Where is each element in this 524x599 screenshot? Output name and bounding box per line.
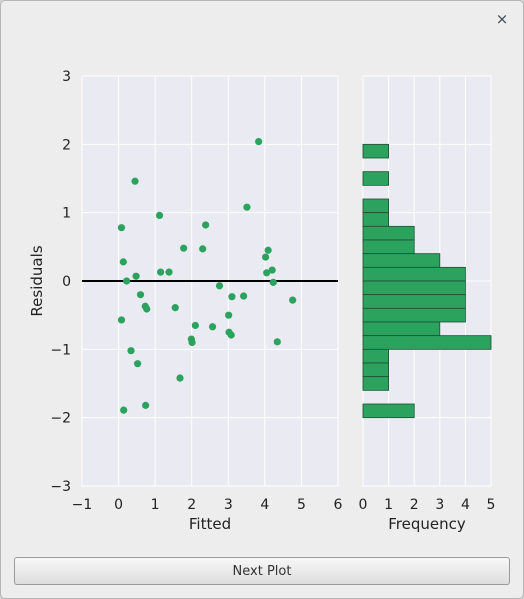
hist-x-tick-label: 1 (384, 497, 393, 513)
scatter-point (127, 347, 135, 355)
scatter-point (132, 272, 140, 280)
histogram-bar (362, 266, 466, 282)
scatter-point (263, 269, 271, 277)
histogram-bar (362, 403, 415, 419)
scatter-point (225, 311, 233, 319)
histogram-bar (362, 280, 466, 296)
histogram-bar (362, 348, 390, 364)
scatter-point (143, 305, 151, 313)
scatter-point (228, 293, 236, 301)
histogram-bar (362, 376, 390, 391)
histogram-bar (362, 335, 492, 350)
scatter-x-tick-label: 2 (187, 497, 196, 513)
scatter-point (202, 221, 210, 229)
histogram-bar (362, 171, 390, 186)
scatter-point (255, 138, 263, 146)
next-plot-button[interactable]: Next Plot (14, 557, 510, 585)
scatter-x-tick-label: 3 (224, 497, 233, 513)
scatter-point (227, 331, 235, 339)
hist-x-tick-label: 3 (435, 497, 444, 513)
scatter-x-tick-label: 6 (334, 497, 343, 513)
scatter-point (240, 292, 248, 300)
scatter-point (208, 323, 217, 331)
y-axis-label-residuals: Residuals (28, 245, 46, 316)
scatter-point (268, 266, 276, 274)
scatter-point (261, 253, 270, 261)
scatter-y-tick-label: −3 (50, 479, 71, 495)
histogram-bar (362, 294, 466, 309)
scatter-point (289, 296, 297, 304)
scatter-y-tick-label: 2 (62, 137, 71, 153)
histogram-bar (362, 239, 415, 255)
scatter-y-tick-label: −2 (50, 411, 71, 427)
scatter-point (215, 282, 224, 290)
scatter-point (165, 268, 173, 276)
scatter-point (131, 177, 139, 185)
scatter-y-tick-label: 0 (62, 274, 71, 290)
scatter-point (142, 401, 150, 409)
histogram-bar (362, 307, 466, 323)
scatter-x-tick-label: −1 (72, 497, 93, 513)
scatter-point (119, 258, 127, 266)
hist-x-tick-label: 2 (410, 497, 419, 513)
scatter-point (199, 245, 207, 253)
scatter-point (176, 374, 184, 382)
hist-x-tick-label: 4 (461, 497, 470, 513)
scatter-y-tick-label: 1 (62, 206, 71, 222)
close-icon[interactable]: × (495, 10, 509, 28)
scatter-point (136, 291, 145, 299)
histogram-bar (362, 212, 390, 227)
scatter-point (157, 268, 165, 276)
scatter-point (123, 277, 131, 285)
scatter-point (191, 321, 199, 330)
histogram-bar (362, 198, 390, 214)
scatter-point (117, 316, 126, 324)
scatter-y-tick-label: 3 (62, 69, 71, 85)
scatter-point (133, 360, 142, 368)
scatter-point (155, 211, 164, 219)
scatter-point (171, 304, 179, 312)
histogram-bar (362, 362, 390, 378)
histogram-bar (362, 225, 415, 241)
x-axis-label-frequency: Frequency (388, 515, 466, 533)
hist-x-tick-label: 0 (359, 497, 368, 513)
histogram-bar (362, 321, 441, 337)
scatter-point (273, 338, 281, 346)
scatter-point (120, 406, 128, 414)
histogram-bar (362, 253, 441, 268)
hist-x-tick-label: 5 (487, 497, 496, 513)
scatter-point (269, 278, 277, 286)
scatter-point (180, 244, 188, 252)
scatter-point (264, 246, 272, 254)
scatter-x-tick-label: 5 (297, 497, 306, 513)
histogram-bar (362, 143, 390, 159)
scatter-x-tick-label: 4 (260, 497, 269, 513)
scatter-x-tick-label: 0 (114, 497, 123, 513)
scatter-y-tick-label: −1 (50, 342, 71, 358)
scatter-x-tick-label: 1 (151, 497, 160, 513)
scatter-point (243, 203, 251, 211)
scatter-point (188, 338, 196, 347)
scatter-point (117, 224, 126, 232)
x-axis-label-fitted: Fitted (189, 515, 231, 533)
